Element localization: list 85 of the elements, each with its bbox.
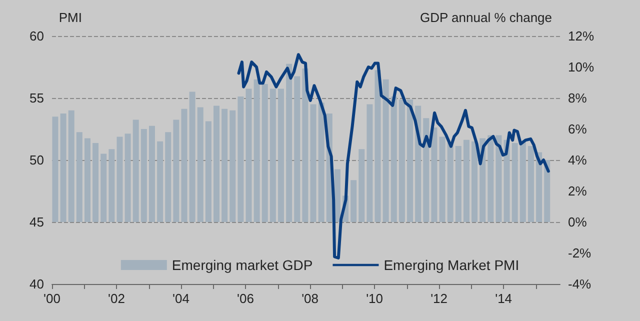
y-tick-label: 40 (30, 276, 44, 292)
bar (148, 126, 155, 222)
y-tick-label: 50 (30, 152, 44, 168)
y2-tick-label: -4% (568, 276, 592, 292)
bar (238, 96, 244, 222)
x-tick-label: '06 (237, 291, 254, 306)
bar (310, 104, 316, 222)
y-tick-label: 60 (30, 28, 44, 44)
x-tick-label: '10 (366, 291, 384, 306)
bar (455, 146, 462, 222)
x-tick-label: '14 (495, 291, 512, 306)
x-tick-label: '00 (44, 291, 60, 306)
bar (84, 138, 90, 222)
bar (254, 79, 260, 222)
x-tick-label: '08 (302, 291, 319, 306)
legend-label: Emerging Market PMI (384, 257, 520, 273)
y2-tick-label: 4% (568, 152, 588, 168)
bar (60, 114, 66, 222)
bar (100, 154, 107, 222)
bar (431, 127, 438, 222)
bar (496, 135, 502, 222)
bar (132, 120, 139, 222)
bar (181, 108, 188, 222)
bar (318, 102, 324, 222)
y2-axis-title: GDP annual % change (420, 10, 552, 25)
bar (512, 142, 518, 222)
bar (334, 169, 340, 222)
bar (544, 160, 550, 222)
bar (270, 88, 276, 222)
bar (398, 100, 405, 222)
bar (390, 96, 397, 222)
y2-tick-label: 6% (568, 122, 588, 136)
y2-tick-label: 12% (568, 28, 594, 44)
y2-tick-label: 8% (568, 90, 588, 106)
bar (173, 120, 180, 222)
x-tick-label: '04 (172, 291, 190, 306)
bar (382, 79, 389, 222)
bar (447, 142, 454, 222)
bar (116, 136, 123, 222)
bar (374, 70, 381, 222)
bar (246, 88, 252, 222)
bar (189, 92, 196, 222)
line-series (237, 53, 550, 260)
bar (504, 140, 510, 222)
x-tick-label: '02 (108, 291, 125, 306)
bar (262, 84, 268, 222)
bar (423, 118, 430, 222)
bar (520, 141, 526, 222)
bar (157, 141, 164, 222)
bar (92, 142, 99, 222)
y-tick-label: 55 (30, 90, 44, 106)
bar (124, 134, 131, 222)
bar (68, 110, 74, 222)
bar (536, 152, 542, 222)
y2-tick-label: -2% (568, 246, 592, 260)
bar (286, 64, 292, 222)
y2-tick-label: 0% (568, 214, 588, 230)
y-tick-label: 45 (30, 214, 44, 230)
bar (165, 132, 172, 222)
legend-label: Emerging market GDP (172, 257, 313, 273)
bar (488, 135, 494, 222)
y2-tick-label: 2% (568, 184, 588, 198)
y2-tick-label: 10% (568, 60, 594, 74)
bar (472, 141, 478, 222)
bar (205, 121, 212, 222)
bar (230, 110, 236, 222)
bar (302, 68, 308, 222)
bar (197, 107, 204, 222)
bar (407, 100, 414, 222)
bar (222, 108, 228, 222)
bar (52, 116, 58, 222)
bar (108, 149, 115, 222)
y-axis-title: PMI (58, 10, 82, 25)
bar (350, 180, 357, 222)
x-tick-label: '12 (430, 291, 448, 306)
bar (294, 76, 300, 222)
bar (439, 136, 446, 222)
bar (358, 149, 365, 222)
bar (366, 104, 373, 222)
bar (463, 140, 470, 222)
bar (213, 106, 220, 222)
bar (528, 146, 534, 222)
bar (140, 129, 147, 222)
bar (76, 132, 82, 222)
bar (278, 88, 284, 222)
